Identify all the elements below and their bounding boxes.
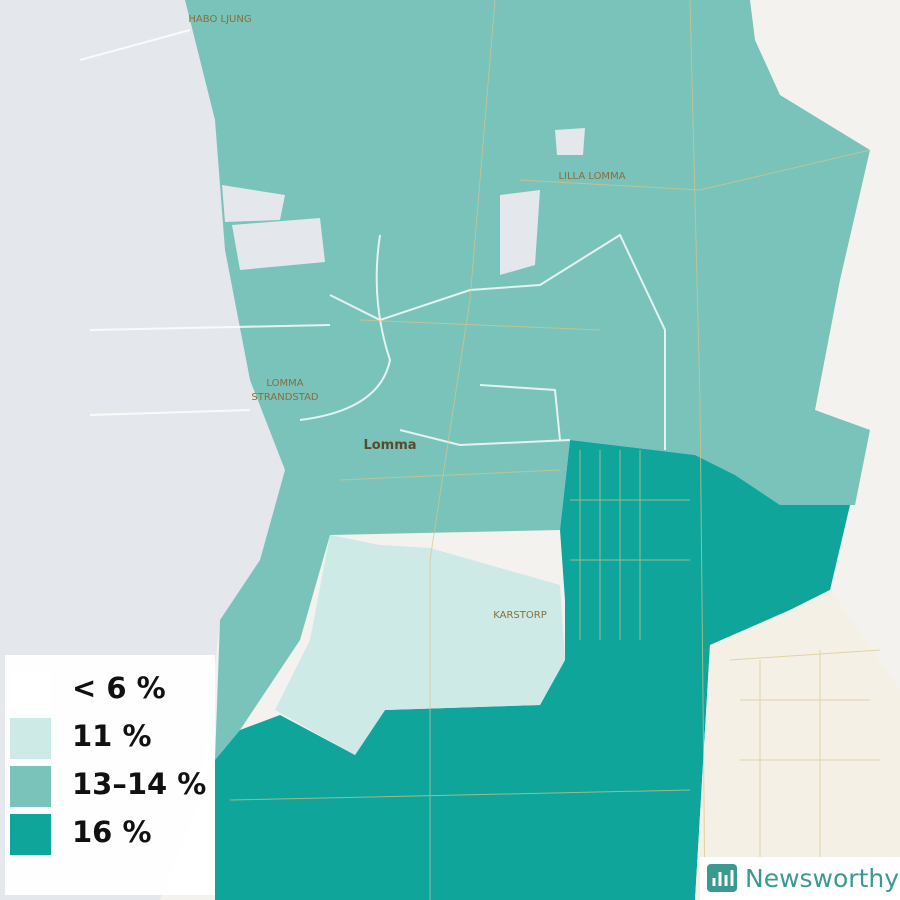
neighbour-town xyxy=(695,590,900,900)
brand: Newsworthy xyxy=(700,857,900,900)
lake xyxy=(500,190,540,275)
legend: < 6 % 11 % 13–14 % 16 % xyxy=(5,655,215,895)
legend-swatch xyxy=(10,766,51,807)
region-16 xyxy=(215,440,850,900)
legend-label: 13–14 % xyxy=(72,767,206,801)
lake xyxy=(222,185,285,222)
region-11 xyxy=(275,535,565,755)
brand-name: Newsworthy xyxy=(745,864,899,893)
legend-swatch xyxy=(10,718,51,759)
place-label: LOMMA xyxy=(266,378,303,389)
place-label: KARSTORP xyxy=(493,610,546,621)
road xyxy=(79,29,666,450)
brand-icon-bars xyxy=(712,870,734,886)
legend-label: < 6 % xyxy=(72,671,166,705)
place-label: HABO LJUNG xyxy=(188,14,251,25)
place-label: STRANDSTAD xyxy=(251,392,319,403)
lake xyxy=(555,128,585,155)
legend-label: 16 % xyxy=(72,815,152,849)
lake xyxy=(232,218,325,270)
street xyxy=(229,0,881,900)
legend-swatch xyxy=(10,814,51,855)
town-label: Lomma xyxy=(363,438,416,453)
place-label: LILLA LOMMA xyxy=(558,171,625,182)
legend-swatch xyxy=(10,670,51,711)
legend-label: 11 % xyxy=(72,719,152,753)
